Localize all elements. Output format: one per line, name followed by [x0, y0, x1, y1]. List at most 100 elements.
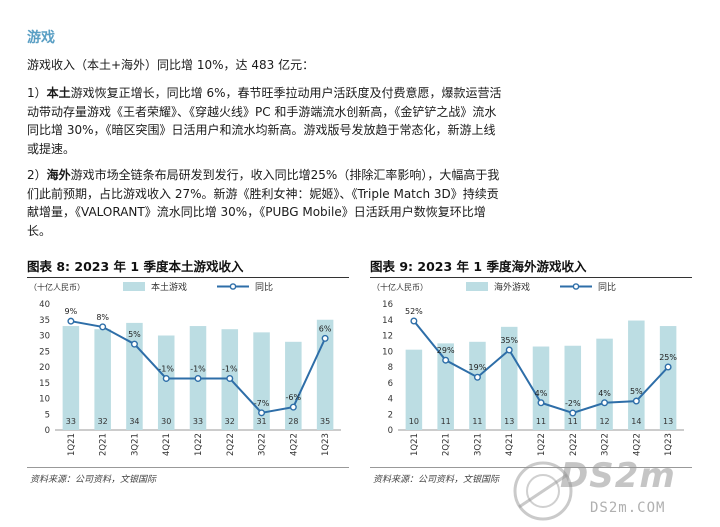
- overseas-yoy-point: [632, 397, 640, 405]
- domestic-yoy-point: [321, 334, 329, 342]
- overseas-x-tick-label: 3Q21: [473, 433, 483, 456]
- domestic-bar-value-label: 33: [66, 417, 76, 426]
- chart-domestic-game-revenue: （十亿人民币） 本土游戏 同比 0 5 10 15 20 25 30 35 40 33 32 34 30 33 3…: [29, 281, 341, 456]
- watermark-logo-icon: [513, 461, 573, 521]
- domestic-bar-value-label: 28: [288, 417, 298, 426]
- watermark-text: DS2m: [560, 456, 676, 496]
- overseas-yoy-label: 35%: [500, 336, 518, 345]
- overseas-yoy-label: 4%: [598, 389, 611, 398]
- paragraph-overseas: 2）海外游戏市场全链条布局研发到发行，收入同比增25%（排除汇率影响），大幅高于…: [27, 166, 507, 240]
- section-title: 游戏: [27, 30, 55, 46]
- overseas-yoy-label: 5%: [630, 387, 643, 396]
- overseas-yoy-label: 4%: [535, 389, 548, 398]
- domestic-legend-line-label: 同比: [255, 281, 273, 293]
- domestic-yoy-point: [99, 323, 107, 331]
- domestic-yoy-point: [130, 340, 138, 348]
- overseas-x-tick-label: 2Q21: [442, 433, 452, 456]
- overseas-yoy-point: [410, 317, 418, 325]
- overseas-yoy-point: [537, 399, 545, 407]
- overseas-legend-line-marker: [572, 283, 580, 290]
- domestic-y-tick-label: 10: [39, 395, 50, 405]
- domestic-bar: [253, 332, 270, 430]
- figure-8-source: 资料来源：公司资料，文银国际: [30, 475, 157, 485]
- overseas-yoy-label: 29%: [437, 346, 455, 355]
- overseas-bar: [437, 343, 454, 430]
- domestic-yoy-point: [194, 374, 202, 382]
- domestic-yoy-label: -1%: [190, 364, 206, 373]
- overseas-yoy-point: [442, 356, 450, 364]
- domestic-yoy-label: -7%: [254, 399, 270, 408]
- overseas-yoy-point: [505, 346, 513, 354]
- domestic-yoy-label: 6%: [319, 324, 332, 333]
- domestic-yoy-label: 8%: [96, 313, 109, 322]
- overseas-bar-value-label: 13: [504, 417, 514, 426]
- overseas-bar-value-label: 11: [441, 417, 451, 426]
- overseas-legend-bar-swatch: [466, 282, 488, 291]
- domestic-bar: [157, 335, 175, 430]
- overseas-x-tick-label: 1Q23: [664, 433, 674, 456]
- overseas-y-tick-label: 8: [388, 363, 393, 373]
- domestic-legend-bar-swatch: [123, 282, 145, 291]
- overseas-y-tick-label: 0: [388, 426, 393, 436]
- domestic-yoy-point: [67, 317, 75, 325]
- overseas-bar-value-label: 14: [631, 417, 641, 426]
- overseas-bar: [628, 320, 645, 430]
- overseas-x-tick-label: 1Q21: [410, 433, 420, 456]
- domestic-x-tick-label: 2Q21: [99, 433, 109, 456]
- figure-9-bottom-rule: [370, 467, 692, 468]
- overseas-x-tick-label: 1Q22: [537, 433, 547, 456]
- figure-8-title: 图表 8: 2023 年 1 季度本土游戏收入: [27, 259, 244, 274]
- figure-9-title: 图表 9: 2023 年 1 季度海外游戏收入: [370, 259, 587, 274]
- overseas-yoy-label: 52%: [405, 307, 423, 316]
- overseas-yoy-label: 19%: [469, 363, 487, 372]
- domestic-x-tick-label: 3Q22: [258, 433, 268, 456]
- overseas-bar-value-label: 11: [568, 417, 578, 426]
- domestic-y-tick-label: 0: [45, 426, 50, 436]
- overseas-x-tick-label: 4Q22: [632, 433, 642, 456]
- domestic-x-tick-label: 2Q22: [226, 433, 236, 456]
- overseas-bar: [532, 346, 550, 430]
- domestic-bar-value-label: 34: [129, 417, 139, 426]
- paragraph-overseas-prefix: 2）: [27, 168, 47, 182]
- domestic-legend-bar-label: 本土游戏: [151, 281, 187, 293]
- domestic-yoy-point: [226, 374, 234, 382]
- overseas-yoy-point: [664, 363, 672, 371]
- domestic-yoy-label: -6%: [286, 393, 302, 402]
- domestic-yoy-label: 9%: [65, 307, 78, 316]
- paragraph-domestic-prefix: 1）: [27, 86, 47, 100]
- chart-overseas-game-revenue: （十亿人民币） 海外游戏 同比 0 2 4 6 8 10 12 14 16 10 11 11 13 11 11 12…: [372, 281, 684, 456]
- overseas-bar: [469, 341, 486, 430]
- overseas-bar: [405, 349, 423, 430]
- domestic-x-tick-label: 1Q21: [67, 433, 77, 456]
- overseas-yoy-point: [569, 409, 577, 417]
- paragraph-summary: 游戏收入（本土+海外）同比增 10%，达 483 亿元：: [27, 56, 507, 75]
- overseas-x-tick-label: 4Q21: [505, 433, 515, 456]
- overseas-y-tick-label: 12: [382, 332, 393, 342]
- overseas-y-tick-label: 2: [388, 410, 393, 420]
- overseas-bar-value-label: 11: [472, 417, 482, 426]
- figure-8-bottom-rule: [27, 467, 349, 468]
- domestic-y-tick-label: 20: [39, 363, 50, 373]
- domestic-y-tick-label: 25: [39, 347, 50, 357]
- domestic-y-tick-label: 40: [39, 300, 50, 310]
- overseas-yoy-label: 25%: [659, 353, 677, 362]
- overseas-legend-line-label: 同比: [598, 281, 616, 293]
- overseas-x-tick-label: 3Q22: [601, 433, 611, 456]
- overseas-yoy-label: -2%: [565, 399, 581, 408]
- domestic-yoy-label: -1%: [222, 364, 238, 373]
- domestic-bar-value-label: 32: [225, 417, 235, 426]
- domestic-x-tick-label: 4Q22: [289, 433, 299, 456]
- domestic-bar: [62, 326, 80, 430]
- domestic-bar-value-label: 30: [161, 417, 171, 426]
- overseas-bar-value-label: 10: [409, 417, 419, 426]
- domestic-yoy-label: 5%: [128, 330, 141, 339]
- overseas-y-tick-label: 16: [382, 300, 393, 310]
- domestic-yoy-point: [162, 374, 170, 382]
- domestic-y-tick-label: 30: [39, 332, 50, 342]
- overseas-y-tick-label: 4: [388, 395, 393, 405]
- overseas-yoy-point: [473, 373, 481, 381]
- overseas-x-tick-label: 2Q22: [569, 433, 579, 456]
- paragraph-summary-text: 游戏收入（本土+海外）同比增 10%，达 483 亿元：: [27, 58, 315, 72]
- domestic-yoy-point: [289, 403, 297, 411]
- domestic-x-tick-label: 4Q21: [162, 433, 172, 456]
